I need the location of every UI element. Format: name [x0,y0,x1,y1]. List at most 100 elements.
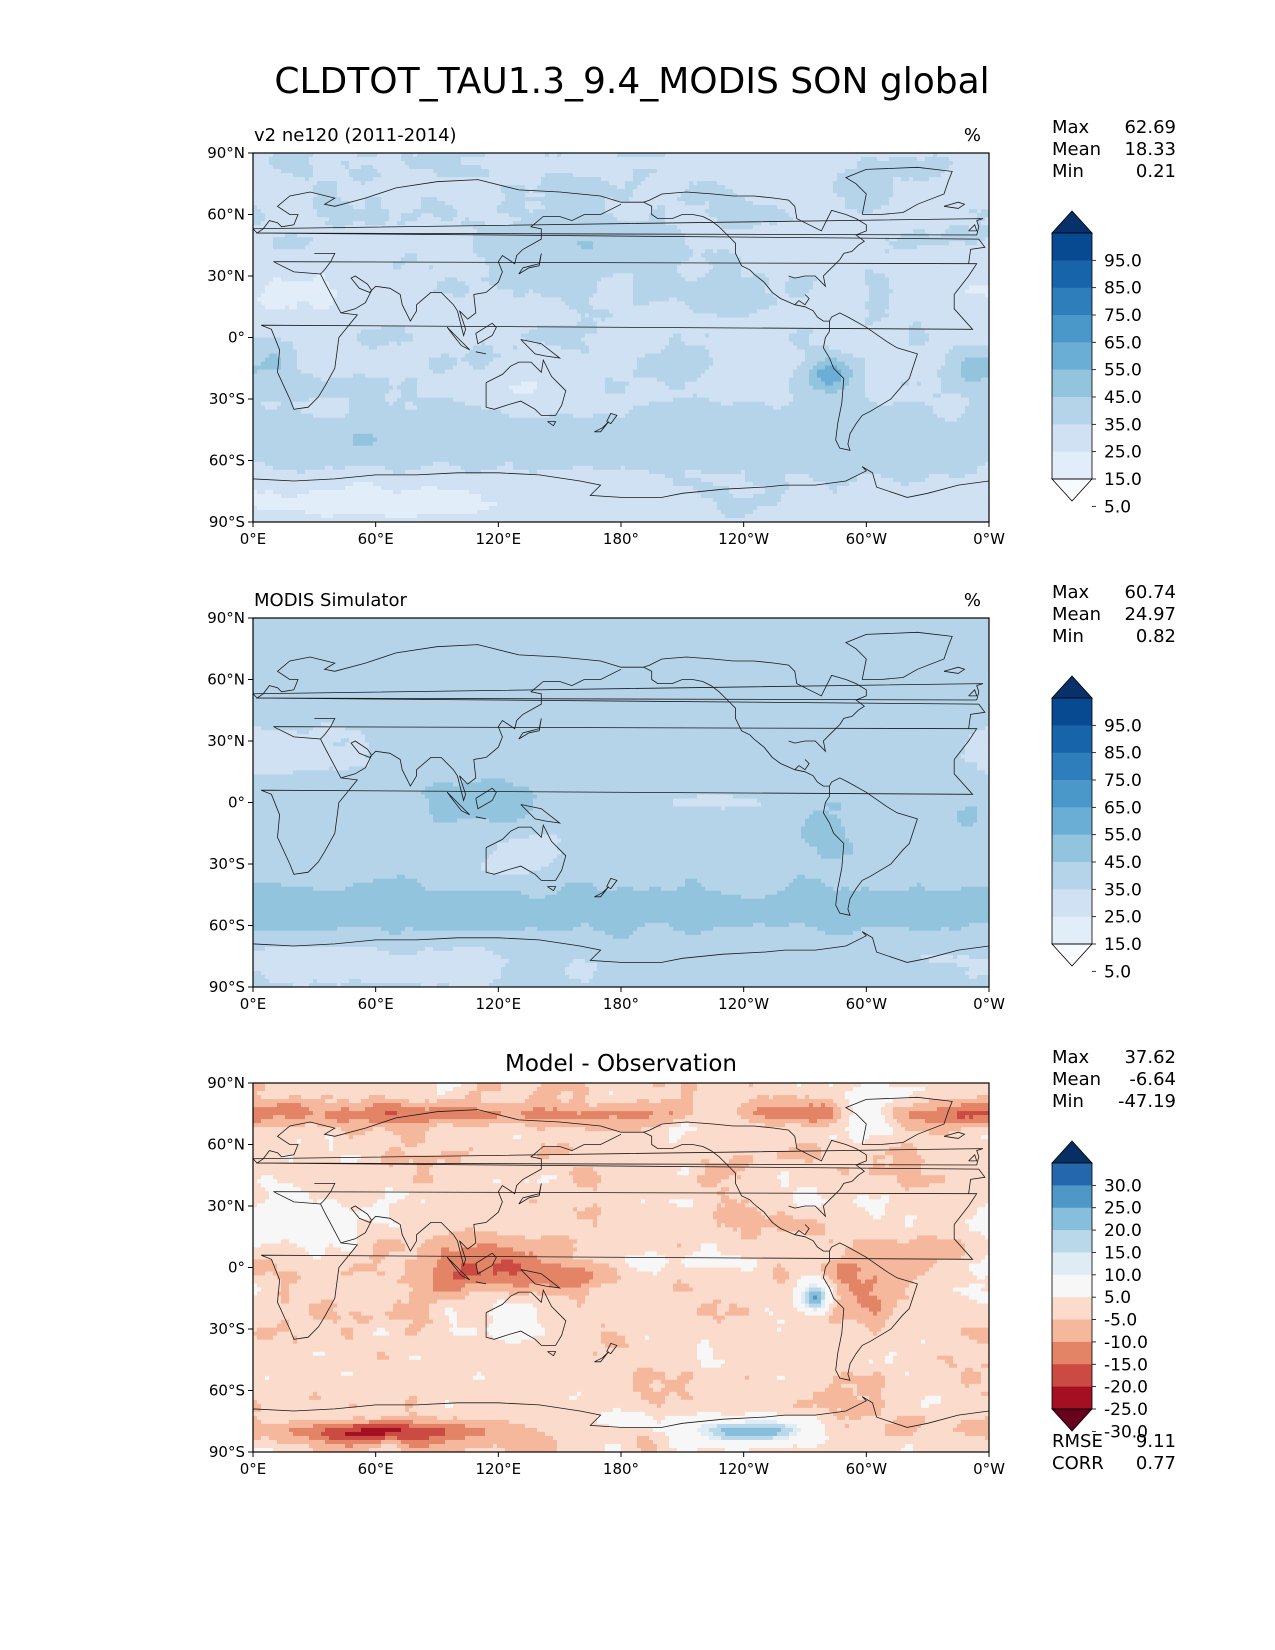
colorbar-label: 20.0 [1104,1221,1142,1241]
colorbar-label: 25.0 [1104,1199,1142,1219]
colorbar-label: -20.0 [1104,1378,1148,1398]
stat-value: 0.21 [1136,161,1176,182]
stat-value: 0.82 [1136,626,1176,647]
y-tick-label: 30°N [207,267,245,285]
x-tick-label: 0°W [973,1460,1005,1478]
y-tick-label: 0° [228,329,245,347]
colorbar-label: 15.0 [1104,935,1142,955]
colorbar-label: 85.0 [1104,744,1142,764]
y-tick-label: 30°N [207,1197,245,1215]
stat-value: 60.74 [1124,582,1176,603]
x-tick-label: 0°E [240,530,267,548]
colorbar-label: 10.0 [1104,1266,1142,1286]
y-tick-label: 90°N [207,144,245,162]
colorbar-label: 55.0 [1104,361,1142,381]
stat-label: Min [1052,161,1084,182]
map-field [252,152,990,523]
stat-value: 37.62 [1124,1047,1176,1068]
stat-value: -47.19 [1118,1091,1176,1112]
panel-model: v2 ne120 (2011-2014) % 0°E 60°E 120°E 180° 120… [207,117,1176,548]
y-tick-label: 30°S [209,1320,245,1338]
y-tick-label: 60°N [207,206,245,224]
colorbar: 30.0 25.020.015.0 10.05.0 -5.0-10.0-15.0 -20… [1051,1140,1148,1442]
colorbar-label: 15.0 [1104,470,1142,490]
stat-label: Min [1052,626,1084,647]
x-tick-label: 60°W [846,530,888,548]
stat-label: RMSE [1052,1431,1103,1452]
panel-left-title: v2 ne120 (2011-2014) [254,125,457,146]
x-tick-label: 180° [603,995,639,1013]
panel-units: % [964,125,981,146]
coastlines [253,166,989,498]
y-tick-label: 0° [228,794,245,812]
colorbar-label: 5.0 [1104,962,1131,982]
stat-label: Mean [1052,604,1101,625]
stat-label: Max [1052,1047,1090,1068]
stat-value: 9.11 [1136,1431,1176,1452]
x-tick-label: 120°E [476,995,522,1013]
x-tick-label: 60°E [358,530,394,548]
x-tick-label: 0°W [973,530,1005,548]
colorbar-label: 35.0 [1104,415,1142,435]
x-tick-label: 60°W [846,1460,888,1478]
colorbar-label: 65.0 [1104,333,1142,353]
stat-label: Mean [1052,139,1101,160]
colorbar-label: -25.0 [1104,1400,1148,1420]
colorbar-label: 45.0 [1104,853,1142,873]
colorbar-label: 85.0 [1104,279,1142,299]
y-tick-label: 90°S [209,1443,245,1461]
stat-value: 18.33 [1124,139,1176,160]
x-tick-label: 120°E [476,530,522,548]
x-tick-label: 60°E [358,995,394,1013]
x-tick-label: 120°W [718,995,769,1013]
colorbar-label: 75.0 [1104,306,1142,326]
stat-label: Min [1052,1091,1084,1112]
x-tick-label: 0°E [240,1460,267,1478]
colorbar-label: 25.0 [1104,443,1142,463]
x-tick-label: 120°E [476,1460,522,1478]
y-tick-label: 30°S [209,855,245,873]
colorbar-label: 5.0 [1104,1288,1131,1308]
colorbar-label: -10.0 [1104,1333,1148,1353]
y-tick-label: 0° [228,1259,245,1277]
panel-obs: MODIS Simulator % 0°E 60°E 120°E 180° 120°W 60°… [207,582,1176,1013]
panel-left-title: MODIS Simulator [254,590,407,611]
y-tick-label: 60°S [209,452,245,470]
y-tick-label: 60°N [207,1136,245,1154]
colorbar-label: 55.0 [1104,826,1142,846]
stat-label: CORR [1052,1453,1104,1474]
colorbar-label: -15.0 [1104,1355,1148,1375]
colorbar-label: 30.0 [1104,1176,1142,1196]
colorbar-label: 45.0 [1104,388,1142,408]
panel-center-title: Model - Observation [505,1051,737,1077]
coastlines [253,1096,989,1428]
colorbar: 95.0 85.0 75.0 65.0 55.0 45.0 35.0 25.0 15.0 5.0 [1051,675,1142,982]
colorbar-label: 95.0 [1104,716,1142,736]
colorbar-label: 95.0 [1104,251,1142,271]
stat-value: 24.97 [1124,604,1176,625]
panels: v2 ne120 (2011-2014) % 0°E 60°E 120°E 180° 120… [207,117,1176,1478]
x-tick-label: 120°W [718,530,769,548]
x-tick-label: 0°E [240,995,267,1013]
x-tick-label: 0°W [973,995,1005,1013]
y-tick-label: 60°S [209,1382,245,1400]
y-tick-label: 30°S [209,390,245,408]
colorbar-label: 15.0 [1104,1243,1142,1263]
x-tick-label: 60°W [846,995,888,1013]
coastlines [253,631,989,963]
x-tick-label: 180° [603,1460,639,1478]
y-tick-label: 90°S [209,978,245,996]
colorbar-label: -30.0 [1104,1422,1148,1442]
stat-label: Mean [1052,1069,1101,1090]
map-field [252,617,990,988]
y-tick-label: 60°S [209,917,245,935]
panel-units: % [964,590,981,611]
map-field [252,1082,990,1453]
figure-title: CLDTOT_TAU1.3_9.4_MODIS SON global [274,61,989,102]
panel-diff: Model - Observation 0°E 60°E 120°E 180° 120°W… [207,1047,1176,1478]
x-tick-label: 180° [603,530,639,548]
colorbar-label: -5.0 [1104,1311,1137,1331]
stat-value: -6.64 [1129,1069,1176,1090]
x-tick-label: 120°W [718,1460,769,1478]
